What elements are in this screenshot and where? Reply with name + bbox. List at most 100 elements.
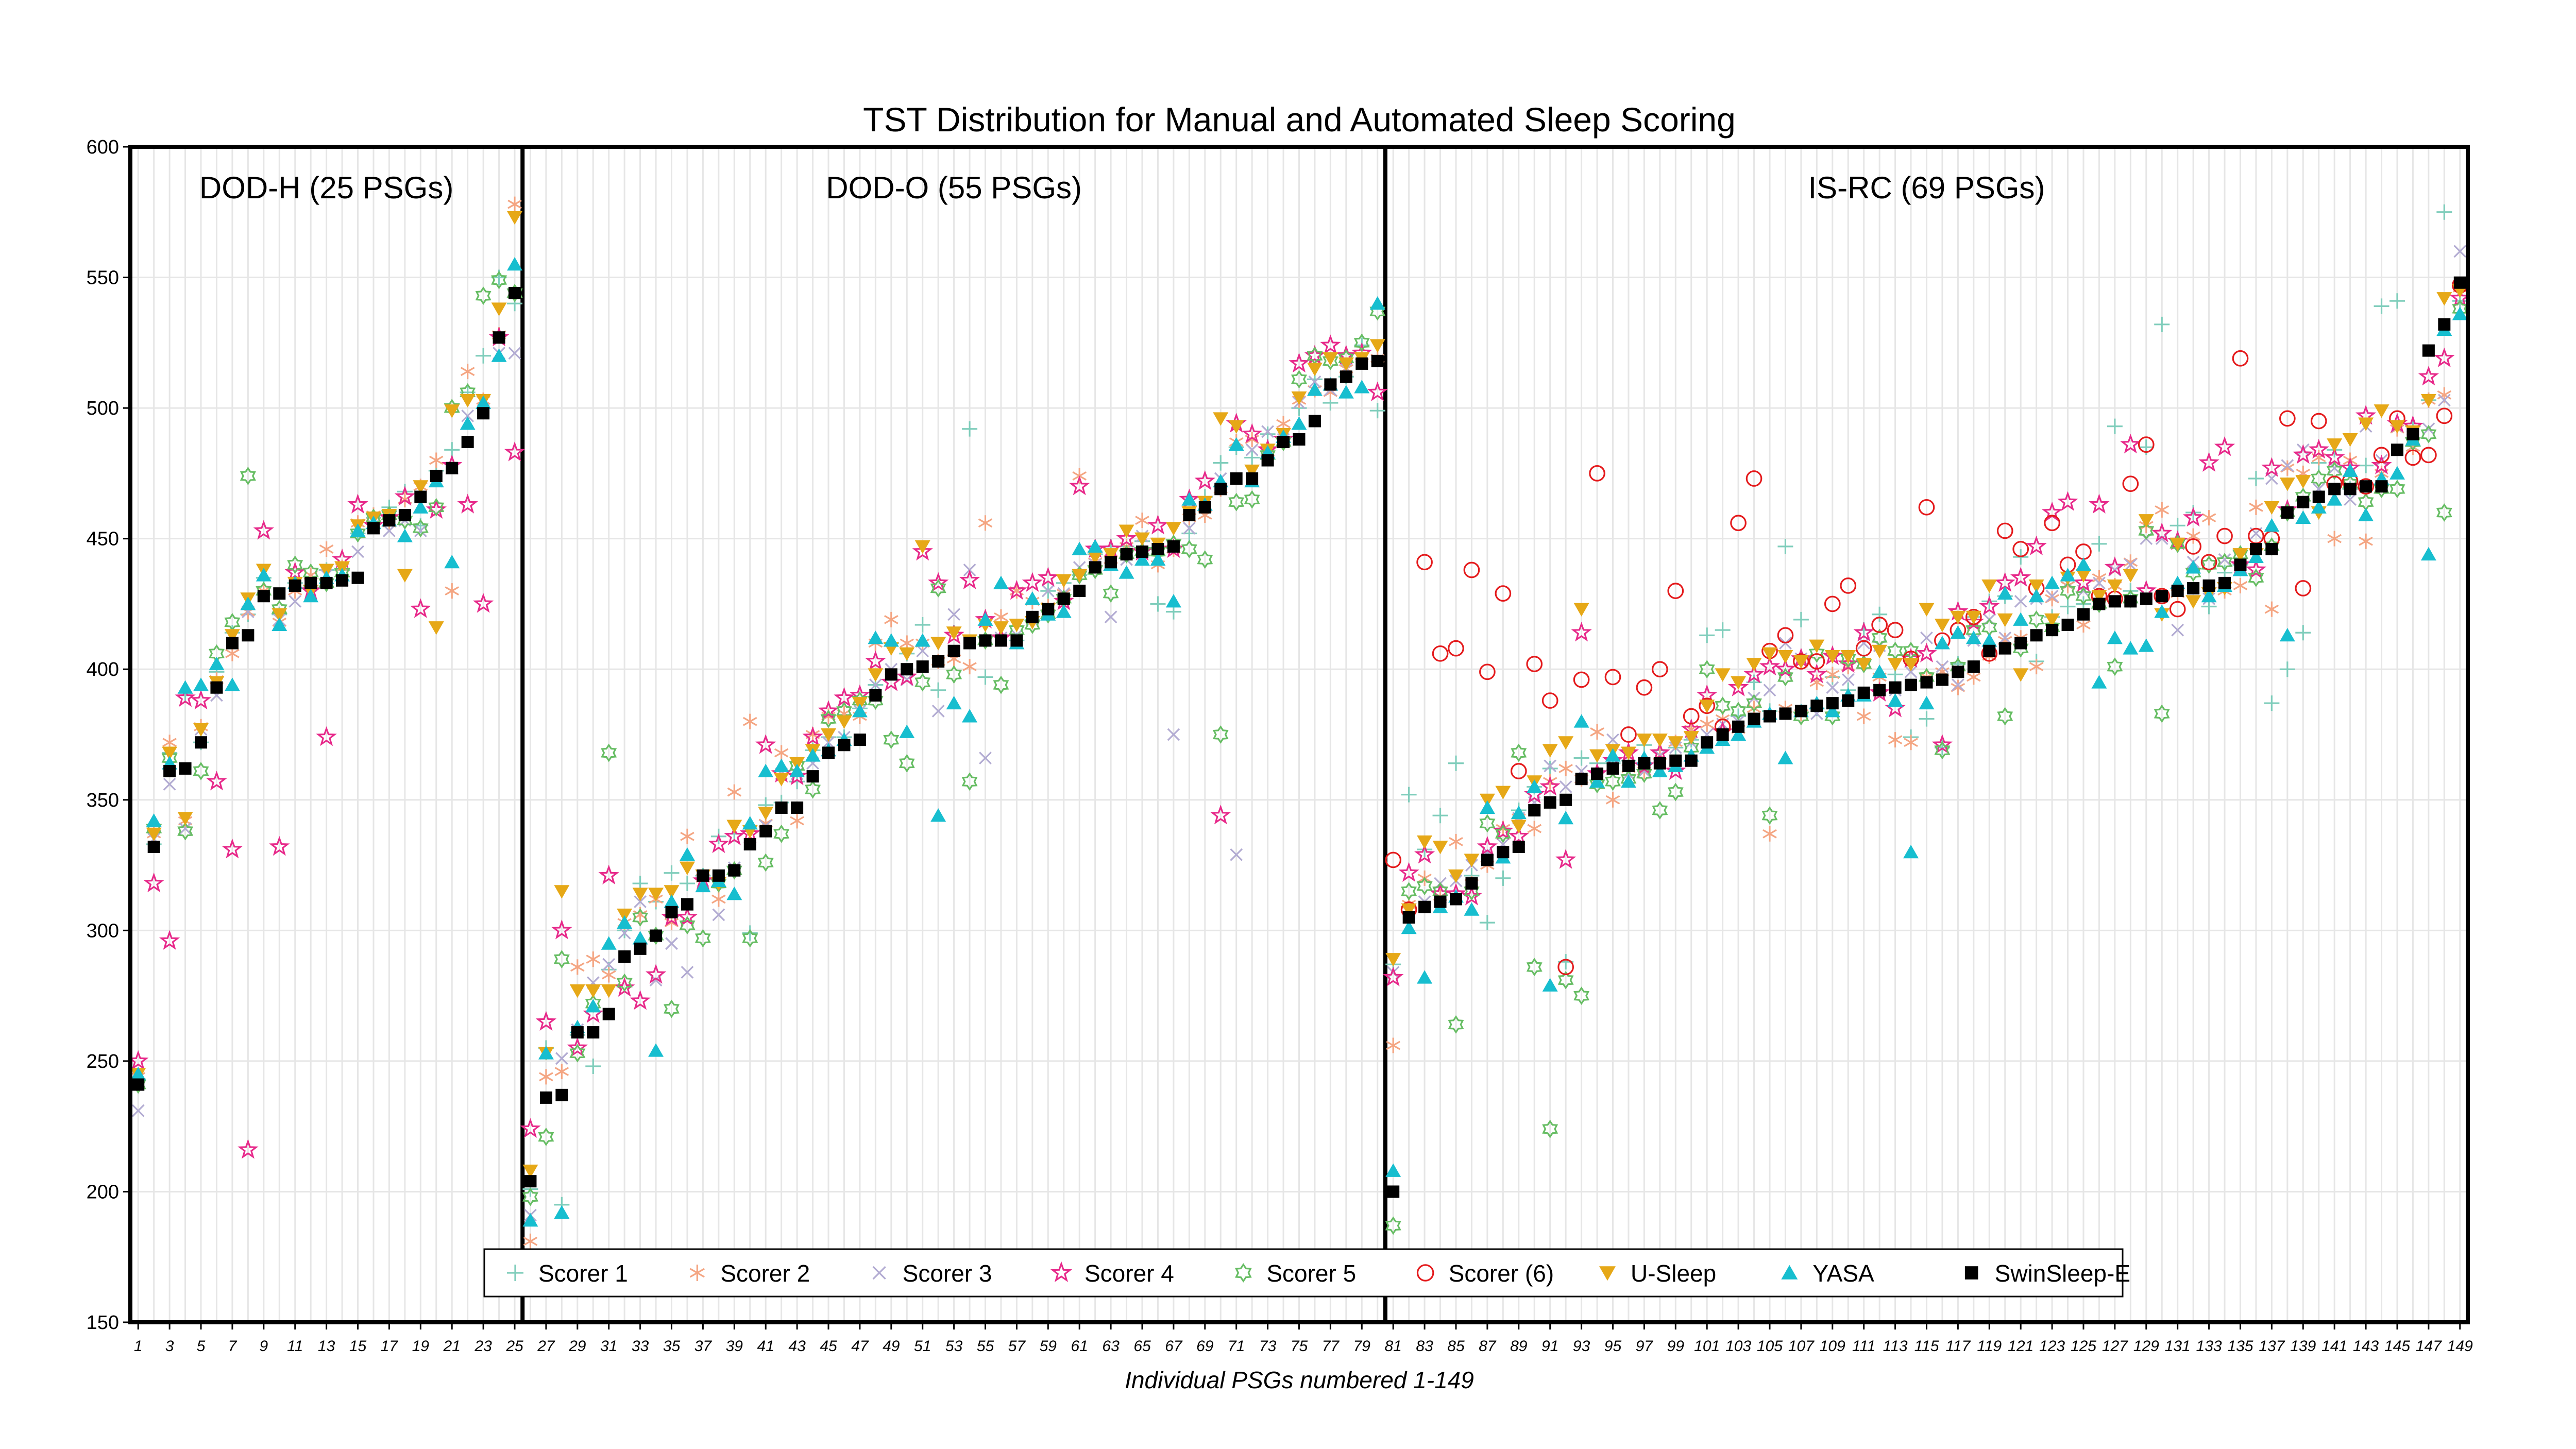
data-point — [1589, 749, 1605, 763]
data-point — [2232, 350, 2249, 367]
data-point — [1118, 565, 1134, 579]
data-point — [2420, 547, 2436, 561]
x-tick-label: 85 — [1447, 1338, 1465, 1355]
data-point — [1857, 686, 1870, 699]
data-point — [1210, 804, 1231, 825]
data-point — [1777, 627, 1794, 644]
data-point — [2138, 638, 2154, 652]
data-point — [1872, 606, 1888, 622]
x-tick-label: 131 — [2165, 1338, 2191, 1355]
data-point — [1275, 433, 1292, 451]
data-point — [1417, 970, 1433, 984]
x-tick-label: 11 — [287, 1338, 303, 1355]
data-point — [1573, 750, 1589, 766]
data-point — [1573, 714, 1589, 728]
data-point — [2279, 478, 2295, 491]
data-point — [2344, 493, 2357, 506]
data-point — [2123, 569, 2139, 583]
data-point — [1669, 754, 1682, 767]
data-point — [413, 500, 429, 514]
data-point — [2293, 444, 2314, 464]
data-point — [775, 801, 788, 814]
data-point — [1183, 509, 1196, 522]
data-point — [1573, 603, 1589, 617]
data-point — [240, 467, 256, 485]
data-point — [1464, 902, 1480, 916]
data-point — [1165, 522, 1181, 536]
data-point — [1605, 748, 1621, 762]
legend-marker — [1599, 1266, 1616, 1281]
data-point — [791, 801, 804, 814]
data-point — [805, 780, 821, 799]
data-point — [1824, 707, 1841, 726]
x-tick-label: 55 — [977, 1338, 994, 1355]
data-point — [1620, 746, 1636, 760]
data-point — [177, 812, 193, 826]
data-point — [1245, 443, 1259, 456]
data-point — [242, 629, 255, 642]
data-point — [1793, 611, 1809, 627]
data-point — [445, 583, 460, 599]
data-point — [2422, 422, 2435, 436]
data-point — [742, 713, 757, 729]
x-tick-label: 25 — [505, 1338, 523, 1355]
data-point — [1354, 380, 1370, 394]
data-point — [2264, 695, 2280, 711]
data-point — [429, 452, 444, 468]
data-point — [2264, 518, 2280, 532]
data-point — [507, 196, 522, 212]
data-point — [2075, 557, 2091, 571]
data-point — [962, 421, 978, 437]
data-point — [2249, 542, 2262, 555]
data-point — [1228, 492, 1245, 512]
data-point — [1699, 627, 1715, 643]
data-point — [618, 927, 631, 940]
data-point — [1730, 702, 1747, 721]
data-point — [1761, 806, 1778, 825]
data-point — [587, 1026, 600, 1039]
data-point — [1727, 676, 1749, 696]
data-point — [397, 511, 413, 530]
data-point — [1261, 425, 1274, 438]
data-point — [289, 594, 302, 608]
data-point — [1432, 645, 1449, 662]
data-point — [755, 734, 776, 754]
data-point — [2091, 536, 2107, 552]
data-point — [2107, 418, 2123, 434]
data-point — [1103, 548, 1119, 562]
x-tick-label: 73 — [1259, 1338, 1277, 1355]
section-labels: DOD-H (25 PSGs) DOD-O (55 PSGs) IS-RC (69 … — [199, 171, 2045, 205]
data-point — [130, 1066, 146, 1081]
data-point — [712, 908, 725, 922]
data-point — [2028, 579, 2044, 593]
data-point — [2120, 433, 2141, 454]
x-tick-label: 3 — [165, 1338, 174, 1355]
x-tick-label: 101 — [1694, 1338, 1720, 1355]
x-tick-label: 33 — [632, 1338, 649, 1355]
data-point — [1809, 639, 1825, 653]
data-point — [506, 284, 523, 302]
x-tick-label: 19 — [412, 1338, 430, 1355]
data-point — [1291, 370, 1308, 389]
data-point — [394, 486, 416, 506]
data-point — [1042, 603, 1055, 616]
data-point — [914, 540, 930, 554]
data-point — [1508, 825, 1529, 845]
data-point — [602, 958, 616, 971]
data-point — [946, 626, 962, 640]
data-point — [1745, 694, 1762, 712]
data-point — [179, 762, 192, 775]
data-point — [457, 493, 478, 514]
data-point — [601, 743, 617, 762]
data-point — [143, 872, 164, 893]
data-point — [162, 746, 178, 760]
data-point — [2436, 407, 2453, 424]
data-point — [1762, 826, 1777, 842]
data-point — [2044, 515, 2060, 532]
data-point — [1715, 622, 1731, 638]
x-tick-label: 135 — [2227, 1338, 2253, 1355]
data-point — [1181, 492, 1197, 506]
data-point — [2234, 558, 2247, 571]
data-point — [899, 724, 915, 738]
data-point — [177, 822, 194, 841]
